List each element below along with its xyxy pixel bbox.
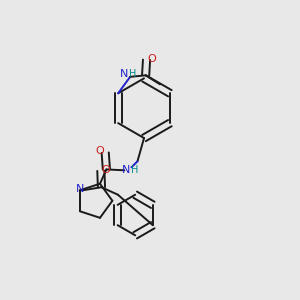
Text: N: N [122, 165, 130, 175]
Text: O: O [102, 165, 111, 175]
Text: H: H [129, 70, 136, 80]
Text: O: O [148, 54, 156, 64]
Text: O: O [95, 146, 104, 156]
Text: N: N [76, 184, 85, 194]
Text: H: H [131, 165, 138, 175]
Text: N: N [120, 70, 128, 80]
